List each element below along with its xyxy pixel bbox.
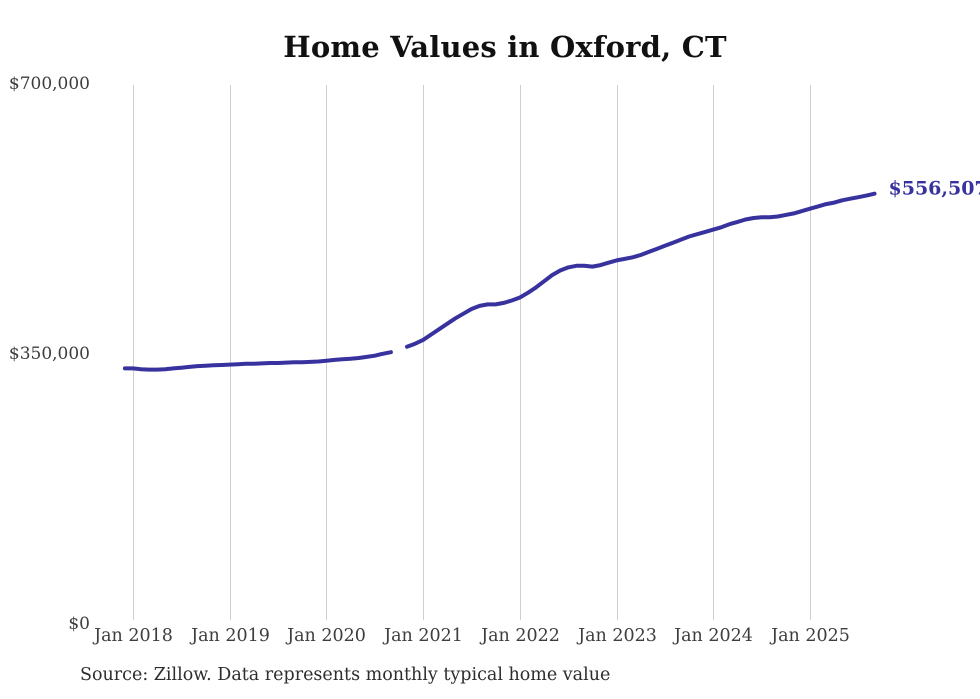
- home-value-line-segment: [405, 191, 877, 349]
- x-tick-label: Jan 2023: [576, 626, 657, 646]
- home-value-line-segment: [122, 350, 393, 372]
- x-tick-label: Jan 2021: [382, 626, 463, 646]
- chart-title: Home Values in Oxford, CT: [283, 30, 727, 64]
- y-tick-label: $700,000: [9, 74, 90, 94]
- x-tick-label: Jan 2018: [92, 626, 173, 646]
- current-value-label: $556,507: [889, 178, 980, 200]
- x-tick-label: Jan 2020: [285, 626, 366, 646]
- y-tick-label: $0: [68, 614, 90, 634]
- x-tick-label: Jan 2022: [479, 626, 560, 646]
- y-tick-label: $350,000: [9, 344, 90, 364]
- x-tick-label: Jan 2025: [769, 626, 850, 646]
- source-note: Source: Zillow. Data represents monthly …: [80, 665, 611, 685]
- x-tick-label: Jan 2019: [189, 626, 270, 646]
- x-tick-label: Jan 2024: [672, 626, 753, 646]
